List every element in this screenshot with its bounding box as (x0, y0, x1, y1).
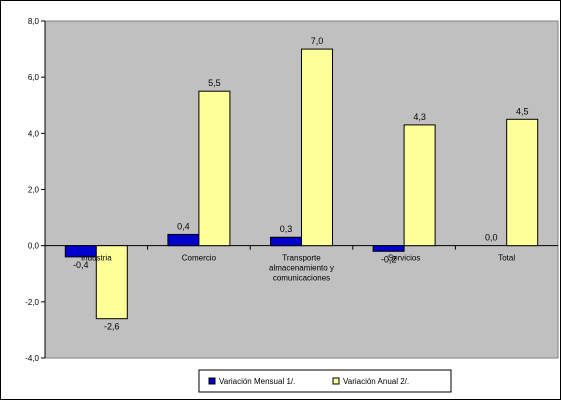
bar-anual (95, 245, 128, 320)
data-label: 0,4 (177, 221, 190, 231)
legend-label: Variación Mensual 1/. (219, 377, 295, 386)
bar-anual (403, 124, 436, 247)
legend-swatch (332, 377, 340, 385)
category-label: Industria (81, 254, 112, 263)
y-tick-label: 6,0 (28, 73, 40, 82)
category-label: Total (498, 254, 515, 263)
data-label: -2,6 (104, 322, 120, 332)
data-labels: -0,4 -2,6 0,4 5,5 0,3 7,0 -0,2 4,3 0,0 4,5 (73, 36, 528, 332)
y-tick-label: -4,0 (25, 354, 39, 363)
y-tick-label: 4,0 (28, 129, 40, 138)
y-tick-label: 0,0 (28, 242, 40, 251)
bar-mensual (167, 233, 200, 247)
category-label: comunicaciones (273, 274, 330, 283)
bar-anual (198, 90, 231, 247)
bar-anual (506, 118, 539, 247)
legend-label: Variación Anual 2/. (343, 377, 409, 386)
data-label: 4,3 (413, 112, 426, 122)
data-label: -0,4 (73, 260, 89, 270)
y-tick-label: 2,0 (28, 186, 40, 195)
bar-mensual (372, 245, 405, 252)
data-label: 0,3 (280, 224, 293, 234)
y-tick-label: -2,0 (25, 298, 39, 307)
category-labels: Industria Comercio Transportealmacenamient… (81, 254, 515, 283)
bars (64, 48, 539, 320)
data-label: -0,2 (381, 254, 397, 264)
category-label: Transporte (282, 254, 321, 263)
data-label: 0,0 (485, 233, 498, 243)
bar-mensual (270, 236, 302, 247)
y-tick-label: 8,0 (28, 17, 40, 26)
category-label: Comercio (182, 254, 217, 263)
legend-box (198, 369, 452, 393)
data-label: 5,5 (208, 78, 221, 88)
category-label: almacenamiento y (269, 264, 334, 273)
data-label: 7,0 (311, 36, 324, 46)
legend: Variación Mensual 1/. Variación Anual 2/. (198, 369, 452, 393)
data-label: 4,5 (516, 106, 529, 116)
category-label: Servicios (388, 254, 420, 263)
bar-anual (301, 48, 333, 247)
legend-swatch (208, 377, 216, 385)
